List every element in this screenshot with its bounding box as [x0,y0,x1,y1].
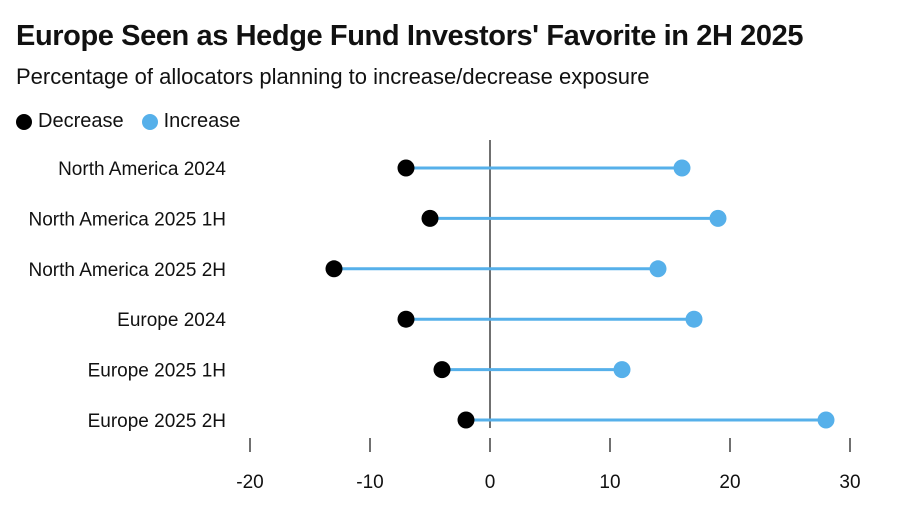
increase-point [709,209,727,227]
decrease-point [421,209,439,227]
category-label: North America 2024 [58,159,226,180]
x-tick-label: -20 [236,472,263,493]
legend-label-decrease: Decrease [38,110,124,132]
category-label: Europe 2025 2H [88,411,226,432]
legend-swatch-decrease [16,113,32,130]
legend-label-increase: Increase [163,110,241,132]
category-label: Europe 2024 [117,310,226,331]
chart-legend: Decrease Increase [16,110,258,133]
increase-point [673,159,691,177]
decrease-point [397,310,415,328]
chart-subtitle: Percentage of allocators planning to inc… [16,64,650,89]
increase-point [685,310,703,328]
decrease-point [457,411,475,429]
legend-item-decrease: Decrease [16,110,124,133]
category-label: North America 2025 2H [29,260,227,281]
x-tick-label: 0 [485,472,496,493]
increase-point [817,411,835,429]
decrease-point [433,361,451,379]
x-tick-label: 10 [599,472,620,493]
category-label: North America 2025 1H [29,209,227,230]
decrease-point [397,159,415,177]
increase-point [649,260,667,278]
x-tick-label: -10 [356,472,383,493]
legend-item-increase: Increase [141,110,241,133]
chart-title: Europe Seen as Hedge Fund Investors' Fav… [16,20,804,52]
increase-point [613,361,631,379]
x-tick-label: 30 [839,472,860,493]
category-label: Europe 2025 1H [88,361,226,382]
decrease-point [325,260,343,278]
legend-swatch-increase [141,113,158,130]
x-tick-label: 20 [719,472,740,493]
